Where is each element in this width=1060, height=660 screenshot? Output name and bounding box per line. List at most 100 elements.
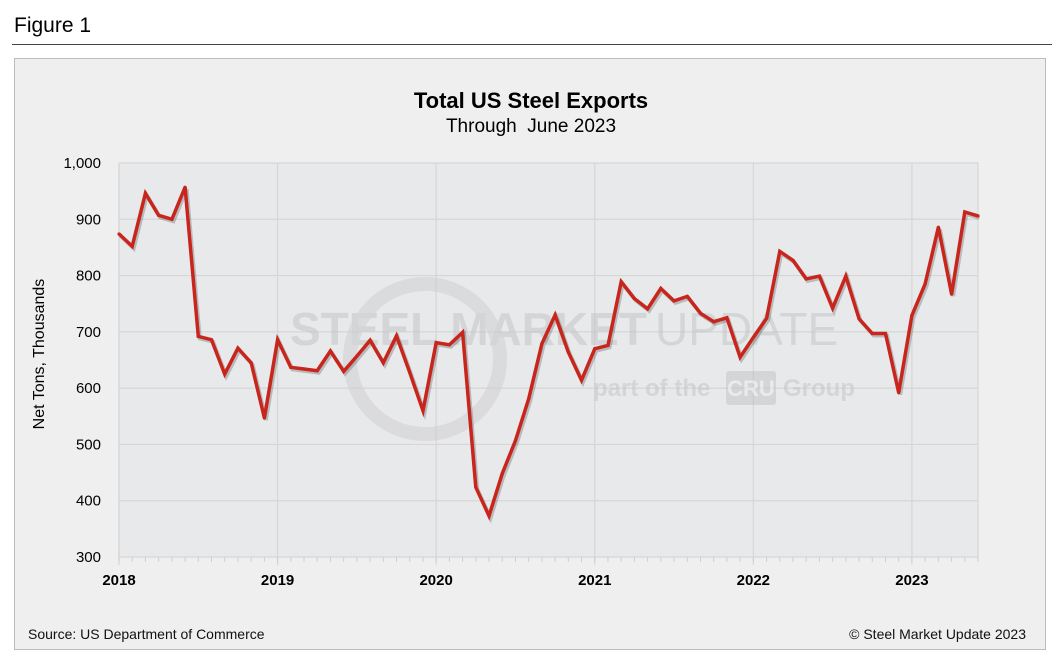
data-point bbox=[791, 258, 795, 262]
data-point bbox=[236, 346, 240, 350]
data-points bbox=[117, 185, 980, 518]
data-point bbox=[513, 438, 518, 443]
data-point bbox=[500, 472, 504, 476]
data-point bbox=[355, 354, 359, 358]
data-point bbox=[844, 274, 848, 278]
watermark-text-bold: STEEL MARKET bbox=[290, 303, 647, 355]
source-note: Source: US Department of Commerce bbox=[28, 626, 265, 642]
data-point bbox=[196, 334, 200, 338]
x-tick-label: 2020 bbox=[419, 572, 452, 589]
data-point bbox=[315, 369, 319, 373]
data-point bbox=[421, 409, 425, 413]
axis-ticks bbox=[118, 557, 979, 562]
data-point bbox=[566, 350, 570, 354]
data-point bbox=[157, 213, 161, 217]
data-point bbox=[183, 185, 187, 189]
y-tick-label: 700 bbox=[76, 324, 101, 341]
data-point bbox=[646, 307, 650, 311]
x-tick-label: 2019 bbox=[261, 572, 294, 589]
data-point bbox=[778, 249, 782, 253]
y-tick-label: 800 bbox=[76, 268, 101, 285]
data-point bbox=[831, 306, 835, 310]
y-tick-label: 300 bbox=[76, 549, 101, 566]
data-point bbox=[408, 370, 412, 374]
data-point bbox=[976, 214, 980, 218]
data-point bbox=[764, 316, 769, 320]
data-point bbox=[381, 361, 385, 365]
chart-subtitle: Through June 2023 bbox=[446, 116, 616, 137]
x-tick-label: 2018 bbox=[102, 572, 135, 589]
data-point bbox=[883, 331, 888, 336]
chart-panel: STEEL MARKET UPDATE part of the CRU Grou… bbox=[14, 58, 1046, 650]
data-point bbox=[712, 320, 716, 324]
data-point bbox=[685, 294, 689, 298]
axis-labels: 300 400 500 600 700 800 900 1,000 2018 2019 2020 20… bbox=[63, 155, 928, 589]
data-point bbox=[461, 330, 465, 335]
y-tick-label: 600 bbox=[76, 380, 101, 397]
data-point bbox=[910, 313, 914, 318]
watermark-badge bbox=[726, 371, 776, 405]
y-tick-label: 500 bbox=[76, 436, 101, 453]
data-point bbox=[857, 317, 861, 321]
data-point bbox=[170, 217, 174, 221]
data-point bbox=[474, 485, 478, 489]
data-point bbox=[804, 277, 808, 281]
copyright-note: © Steel Market Update 2023 bbox=[849, 626, 1026, 642]
data-point bbox=[527, 397, 531, 401]
data-point bbox=[817, 274, 822, 278]
data-point bbox=[368, 338, 372, 342]
data-point bbox=[738, 355, 742, 359]
watermark-group: Group bbox=[783, 375, 855, 402]
y-tick-label: 900 bbox=[76, 211, 101, 228]
line-chart: STEEL MARKET UPDATE part of the CRU Grou… bbox=[31, 88, 981, 589]
data-point bbox=[936, 225, 940, 229]
watermark-badge-text: CRU bbox=[727, 376, 775, 401]
data-point bbox=[751, 335, 755, 340]
chart-title: Total US Steel Exports bbox=[414, 88, 648, 113]
watermark-logo: STEEL MARKET UPDATE part of the CRU Grou… bbox=[290, 277, 855, 441]
data-point bbox=[698, 311, 703, 315]
figure-divider bbox=[12, 44, 1052, 45]
data-point bbox=[249, 361, 253, 365]
data-point bbox=[289, 365, 293, 369]
data-point bbox=[963, 210, 967, 214]
data-point bbox=[619, 280, 623, 284]
data-point bbox=[223, 372, 227, 376]
data-point bbox=[870, 331, 874, 336]
data-point bbox=[342, 369, 346, 373]
data-point bbox=[302, 367, 306, 371]
data-point bbox=[540, 342, 544, 346]
gridlines bbox=[118, 162, 979, 565]
y-axis-title: Net Tons, Thousands bbox=[31, 279, 48, 430]
y-tick-label: 400 bbox=[76, 493, 101, 510]
data-point bbox=[606, 343, 610, 347]
figure-label: Figure 1 bbox=[14, 14, 92, 37]
y-tick-label: 1,000 bbox=[63, 155, 101, 172]
data-point bbox=[672, 299, 676, 303]
data-point bbox=[117, 232, 121, 236]
data-point bbox=[275, 338, 280, 342]
series-line-exports bbox=[117, 186, 979, 521]
data-point bbox=[394, 334, 399, 338]
data-point bbox=[579, 378, 584, 382]
data-point bbox=[632, 297, 637, 301]
data-point bbox=[130, 244, 134, 248]
data-point bbox=[143, 191, 148, 195]
data-point bbox=[897, 391, 901, 395]
data-point bbox=[328, 349, 333, 353]
data-point bbox=[659, 286, 663, 291]
watermark-arc bbox=[343, 277, 507, 441]
data-point bbox=[593, 347, 597, 351]
watermark-part-of: part of the bbox=[593, 375, 710, 402]
data-point bbox=[553, 313, 557, 317]
x-tick-label: 2021 bbox=[578, 572, 611, 589]
data-point bbox=[209, 338, 214, 342]
data-point bbox=[949, 292, 954, 296]
data-point bbox=[447, 343, 451, 347]
x-tick-label: 2022 bbox=[737, 572, 770, 589]
plot-area bbox=[119, 163, 978, 557]
data-point bbox=[434, 340, 438, 345]
x-tick-label: 2023 bbox=[895, 572, 928, 589]
data-point bbox=[262, 416, 266, 420]
data-point bbox=[487, 514, 491, 518]
